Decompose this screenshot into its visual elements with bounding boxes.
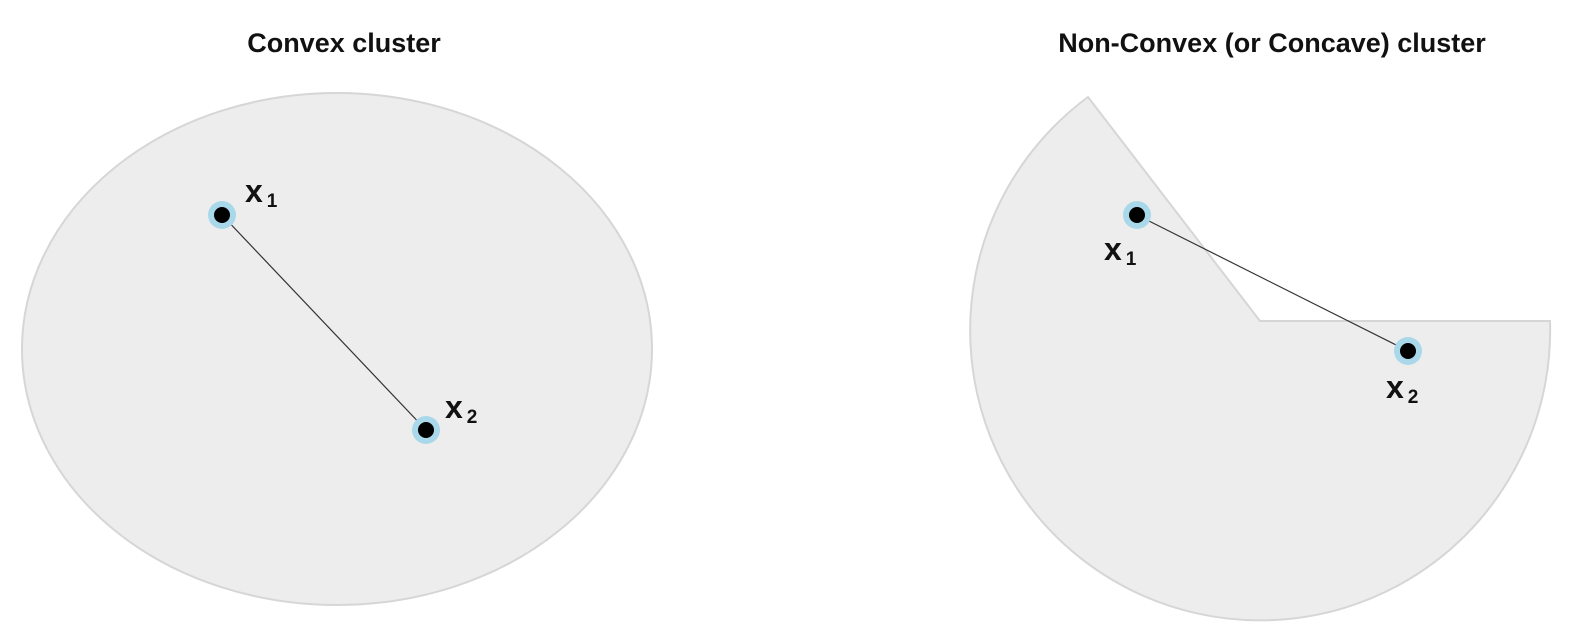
- nonconvex-connecting-segment: [1136, 214, 1409, 352]
- nonconvex-point-x1: [1123, 201, 1151, 229]
- convex-connecting-segment: [221, 214, 427, 431]
- convex-panel-title: Convex cluster: [247, 28, 441, 58]
- convex-point-x2: [412, 416, 440, 444]
- nonconvex-point-x2-dot: [1400, 343, 1416, 359]
- nonconvex-point-x1-dot: [1129, 207, 1145, 223]
- nonconvex-cluster-region: [969, 95, 1552, 622]
- nonconvex-panel-title: Non-Convex (or Concave) cluster: [1058, 28, 1486, 58]
- convex-cluster-region: [21, 92, 653, 606]
- nonconvex-point-x2: [1394, 337, 1422, 365]
- convex-point-x1: [208, 201, 236, 229]
- convex-point-x2-dot: [418, 422, 434, 438]
- convex-point-x1-dot: [214, 207, 230, 223]
